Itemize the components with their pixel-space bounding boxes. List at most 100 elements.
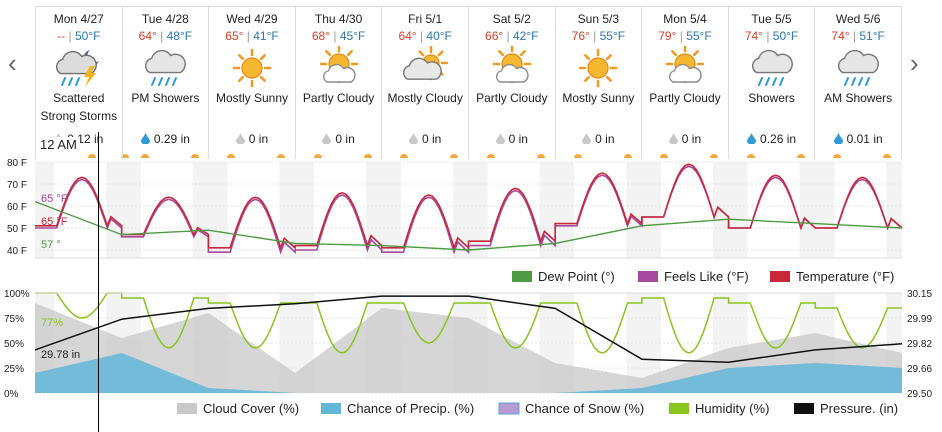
sunset-icon — [710, 154, 719, 158]
raindrop-icon — [495, 133, 505, 145]
y-tick-label: 75% — [4, 314, 24, 325]
sunset-icon — [623, 154, 632, 158]
current-time-marker[interactable] — [98, 132, 99, 432]
sunrise-icon — [746, 154, 755, 158]
sunset-icon — [883, 154, 892, 158]
forecast-day[interactable]: Wed 4/29 65° | 41°F Mostly Sunny 0 in — [208, 7, 295, 159]
humidity-line — [35, 292, 902, 354]
forecast-day[interactable]: Sun 5/3 76° | 55°F Mostly Sunny 0 in — [554, 7, 642, 159]
forecast-day[interactable]: Thu 4/30 68° | 45°F Partly Cloudy 0 in — [294, 7, 382, 159]
sunset-icon — [277, 154, 286, 158]
precip-amount: 0 in — [508, 132, 528, 146]
sun-markers — [36, 152, 129, 158]
low-temp: 40°F — [426, 29, 452, 43]
day-precip: 0 in — [296, 132, 382, 146]
day-condition: Partly Cloudy — [476, 91, 548, 105]
partly-cloudy-icon — [660, 44, 710, 88]
forecast-day[interactable]: Fri 5/1 64° | 40°F Mostly Cloudy 0 in — [381, 7, 468, 159]
legend-label: Cloud Cover (%) — [203, 401, 299, 416]
precip-amount: 0.29 in — [153, 132, 190, 146]
day-temps: 74° | 51°F — [831, 29, 885, 43]
sun-icon — [227, 46, 277, 88]
pressure-current: 29.78 in — [41, 349, 80, 361]
sun-icon — [573, 46, 623, 88]
day-date: Sun 5/3 — [577, 12, 620, 26]
day-temps: 64° | 48°F — [138, 29, 193, 43]
nav-prev-button[interactable]: ‹ — [8, 48, 17, 78]
y-tick-label: 70 F — [7, 180, 27, 191]
day-date: Mon 4/27 — [53, 12, 104, 26]
day-precip: 0 in — [469, 132, 555, 146]
sunrise-icon — [140, 154, 149, 158]
forecast-day[interactable]: Mon 5/4 79° | 55°F Partly Cloudy 0 in — [641, 7, 728, 159]
day-condition: Showers — [748, 91, 795, 105]
legend-swatch — [512, 271, 532, 282]
night-shade — [626, 162, 642, 258]
y-tick-label: 60 F — [7, 202, 27, 213]
raindrop-icon — [833, 133, 843, 145]
forecast-day[interactable]: Wed 5/6 74° | 51°F AM Showers 0.01 in — [814, 7, 902, 159]
dew-point-current: 57 ° — [41, 239, 61, 251]
sunrise-icon — [313, 154, 322, 158]
day-precip: 0.26 in — [729, 132, 815, 146]
day-condition: Mostly Cloudy — [387, 91, 463, 105]
low-temp: 45°F — [339, 29, 366, 43]
daily-forecast-strip: Mon 4/27 -- | 50°F Scattered Strong Stor… — [35, 6, 902, 159]
nav-next-button[interactable]: › — [910, 48, 919, 78]
sunrise-icon — [833, 154, 842, 158]
rain-icon — [140, 46, 190, 88]
high-temp: 65° — [225, 29, 244, 43]
cloud-cover-area — [35, 303, 902, 393]
day-condition: Partly Cloudy — [302, 91, 375, 105]
y-tick-label-right: 29.50 — [907, 389, 932, 400]
low-temp: 55°F — [686, 29, 712, 43]
day-temps: 64° | 40°F — [398, 29, 452, 43]
forecast-day[interactable]: Sat 5/2 66° | 42°F Partly Cloudy 0 in — [467, 7, 555, 159]
night-shade — [626, 293, 642, 393]
night-shade — [468, 162, 488, 258]
low-temp: 48°F — [166, 29, 193, 43]
sunset-icon — [796, 154, 805, 158]
y-tick-label: 40 F — [7, 246, 27, 257]
day-date: Tue 5/5 — [751, 12, 792, 26]
low-temp: 51°F — [859, 29, 885, 43]
day-condition: Mostly Sunny — [562, 91, 635, 105]
precip-amount: 0 in — [335, 132, 355, 146]
legend-swatch — [321, 403, 341, 414]
high-temp: 64° — [138, 29, 157, 43]
sunrise-icon — [573, 154, 582, 158]
sun-markers — [642, 152, 728, 158]
pressure-line — [34, 295, 903, 363]
forecast-day[interactable]: Tue 5/5 74° | 50°F Showers 0.26 in — [727, 7, 815, 159]
forecast-day[interactable]: Tue 4/28 64° | 48°F PM Showers 0.29 in — [121, 7, 209, 159]
night-shade — [279, 162, 296, 258]
low-temp: 41°F — [253, 29, 279, 43]
day-temps: 79° | 55°F — [658, 29, 712, 43]
day-temps: 65° | 41°F — [225, 29, 279, 43]
partly-cloudy-icon — [487, 44, 537, 88]
sun-markers — [729, 152, 815, 158]
day-precip: 0.29 in — [123, 132, 209, 146]
night-shade — [121, 162, 141, 258]
sunrise-icon — [660, 154, 669, 158]
day-date: Wed 5/6 — [835, 12, 881, 26]
y-tick-label: 50% — [4, 339, 24, 350]
day-temps: -- | 50°F — [57, 29, 101, 43]
raindrop-icon — [582, 133, 592, 145]
precip-chance-area — [35, 353, 902, 393]
day-precip: 0 in — [209, 132, 295, 146]
y-tick-label: 25% — [4, 364, 24, 375]
day-date: Thu 4/30 — [314, 12, 363, 26]
raindrop-icon — [140, 133, 150, 145]
sun-markers — [382, 152, 468, 158]
y-tick-label: 80 F — [7, 158, 27, 169]
y-tick-label-right: 29.99 — [907, 314, 932, 325]
rain-icon — [833, 46, 883, 88]
sunset-icon — [363, 154, 372, 158]
precip-amount: 0.01 in — [846, 132, 883, 146]
legend-swatch — [177, 403, 197, 414]
day-date: Fri 5/1 — [408, 12, 443, 26]
sun-markers — [296, 152, 382, 158]
high-temp: 66° — [485, 29, 504, 43]
precip-amount: 0 in — [421, 132, 442, 146]
